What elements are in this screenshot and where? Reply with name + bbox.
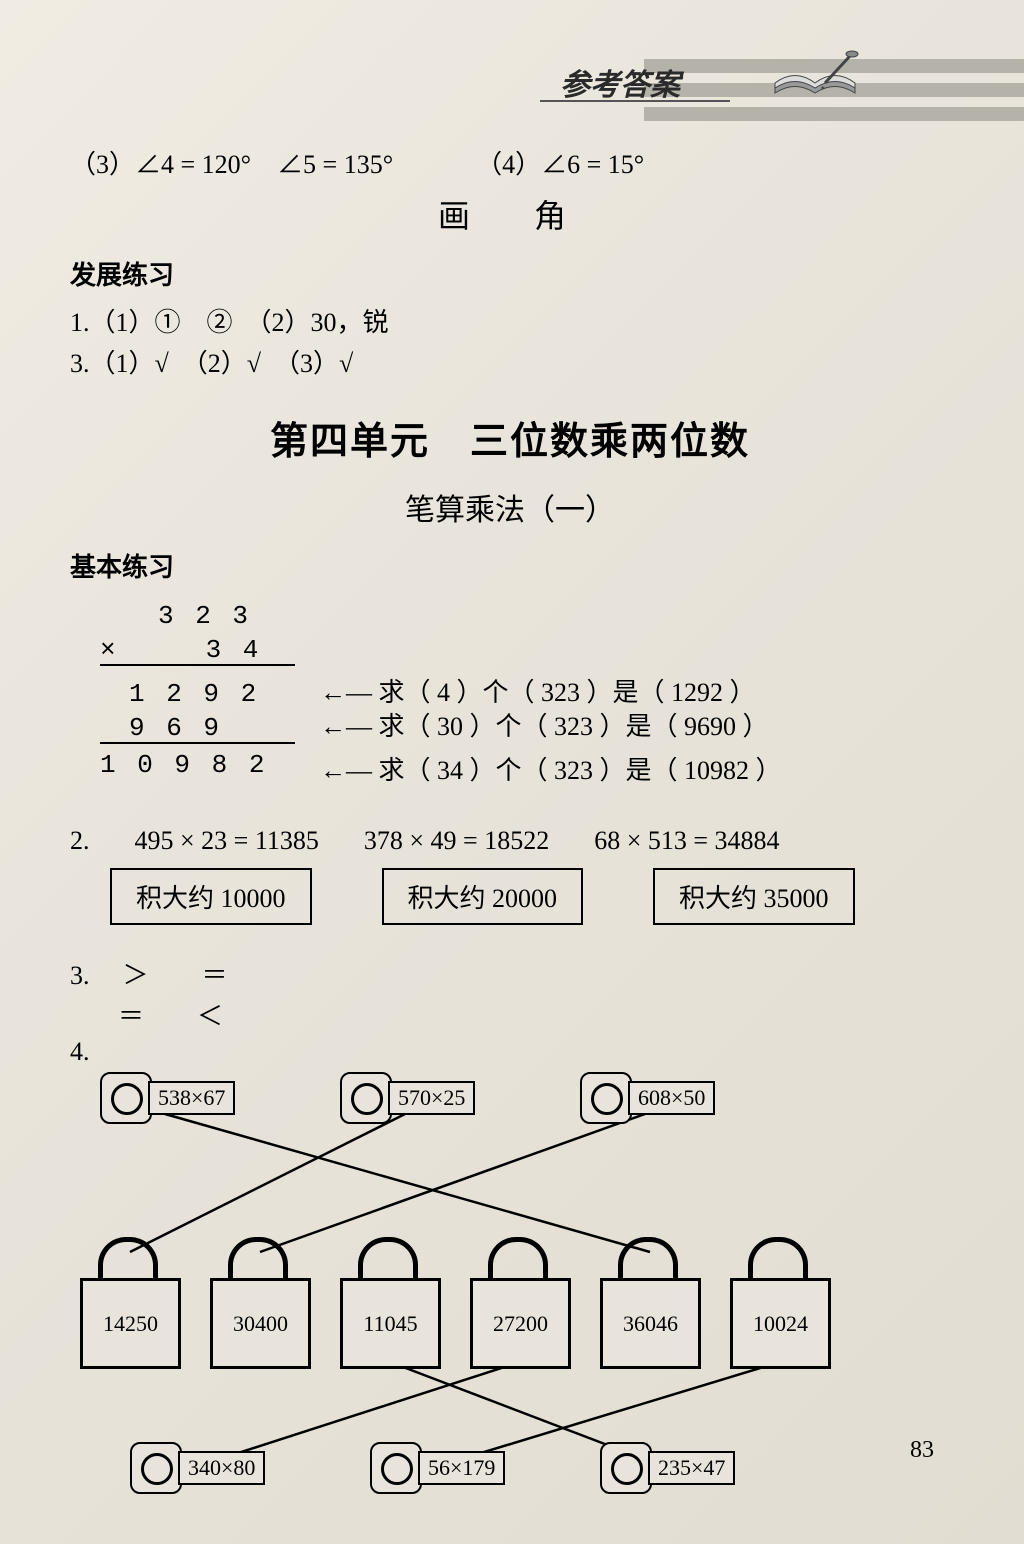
lock-label: 27200 <box>470 1278 571 1369</box>
text: （4）∠6 = 15° <box>476 150 644 179</box>
lock-label: 10024 <box>730 1278 831 1369</box>
symbol: ＜ <box>197 1002 223 1031</box>
sub-heading: 基本练习 <box>70 547 950 584</box>
key-icon <box>580 1072 632 1124</box>
header-underline <box>540 100 730 102</box>
estimate-boxes: 积大约 10000 积大约 20000 积大约 35000 <box>110 868 950 925</box>
calc-row: 3 2 3 <box>100 594 251 631</box>
answer-line: ＝ ＜ <box>118 996 950 1033</box>
unit-title: 第四单元 三位数乘两位数 <box>70 410 950 465</box>
answer-line: 1.（1）① ② （2）30，锐 <box>70 302 950 339</box>
key-label: 56×179 <box>418 1451 505 1485</box>
lock-label: 11045 <box>340 1278 441 1369</box>
section-subtitle: 笔算乘法（一） <box>70 485 950 529</box>
annotation: ←— 求（ 4 ）个（ 323 ）是（ 1292 ） <box>320 672 756 709</box>
calc-line <box>100 664 295 666</box>
key-icon <box>340 1072 392 1124</box>
key-label: 570×25 <box>388 1081 475 1115</box>
lock-label: 14250 <box>80 1278 181 1369</box>
calc-line <box>100 742 295 744</box>
answer-line: （3）∠4 = 120° ∠5 = 135° （4）∠6 = 15° <box>70 144 950 181</box>
content: （3）∠4 = 120° ∠5 = 135° （4）∠6 = 15° 画 角 发… <box>70 140 950 1544</box>
key-label: 235×47 <box>648 1451 735 1485</box>
sub-heading: 发展练习 <box>70 255 950 292</box>
calc-row: × 3 4 <box>100 628 261 665</box>
key-icon <box>600 1442 652 1494</box>
key-icon <box>370 1442 422 1494</box>
key-node: 570×25 <box>340 1072 475 1124</box>
calc-row: 1 2 9 2 <box>100 672 259 709</box>
lock-shackle <box>618 1237 678 1278</box>
lock-shackle <box>358 1237 418 1278</box>
symbol: ＝ <box>202 961 228 990</box>
key-node: 340×80 <box>130 1442 265 1494</box>
annotation: ←— 求（ 30 ）个（ 323 ）是（ 9690 ） <box>320 706 769 743</box>
key-node: 56×179 <box>370 1442 505 1494</box>
key-node: 608×50 <box>580 1072 715 1124</box>
estimate-box: 积大约 35000 <box>653 868 855 925</box>
q-prefix: 4. <box>70 1037 950 1067</box>
key-label: 340×80 <box>178 1451 265 1485</box>
estimate-box: 积大约 10000 <box>110 868 312 925</box>
section-title: 画 角 <box>70 191 950 237</box>
book-icon <box>770 48 860 108</box>
page: 参考答案 （3）∠4 = 120° ∠5 = 135° （4）∠6 = 15° … <box>0 0 1024 1544</box>
equation-row: 2. 495 × 23 = 11385 378 × 49 = 18522 68 … <box>70 826 950 856</box>
key-node: 235×47 <box>600 1442 735 1494</box>
key-icon <box>100 1072 152 1124</box>
equation: 378 × 49 = 18522 <box>364 826 549 856</box>
key-node: 538×67 <box>100 1072 235 1124</box>
matching-diagram: 538×67 570×25 608×50 340×80 56×179 235×47 1425… <box>70 1072 890 1544</box>
answer-line: 3.（1）√ （2）√ （3）√ <box>70 343 950 380</box>
key-icon <box>130 1442 182 1494</box>
text: （3）∠4 = 120° ∠5 = 135° <box>70 150 393 179</box>
annotation: ←— 求（ 34 ）个（ 323 ）是（ 10982 ） <box>320 750 782 787</box>
symbol: ＞ <box>123 961 149 990</box>
estimate-box: 积大约 20000 <box>382 868 584 925</box>
equation: 68 × 513 = 34884 <box>594 826 779 856</box>
calc-row: 9 6 9 <box>100 706 222 743</box>
equation: 495 × 23 = 11385 <box>135 826 319 856</box>
key-label: 538×67 <box>148 1081 235 1115</box>
page-number: 83 <box>910 1437 934 1464</box>
lock-label: 30400 <box>210 1278 311 1369</box>
lock-shackle <box>488 1237 548 1278</box>
lock-shackle <box>98 1237 158 1278</box>
symbol: ＝ <box>118 1002 144 1031</box>
key-label: 608×50 <box>628 1081 715 1115</box>
calc-row: 1 0 9 8 2 <box>100 750 267 780</box>
lock-label: 36046 <box>600 1278 701 1369</box>
vertical-calculation: 3 2 3 × 3 4 1 2 9 2 9 6 9 1 0 9 8 2 ←— 求… <box>100 594 950 824</box>
q-prefix: 2. <box>70 826 90 856</box>
band-line <box>644 107 1024 121</box>
lock-shackle <box>228 1237 288 1278</box>
header-title: 参考答案 <box>560 60 680 104</box>
lock-shackle <box>748 1237 808 1278</box>
answer-line: 3. ＞ ＝ <box>70 955 950 992</box>
q-prefix: 3. <box>70 961 90 990</box>
